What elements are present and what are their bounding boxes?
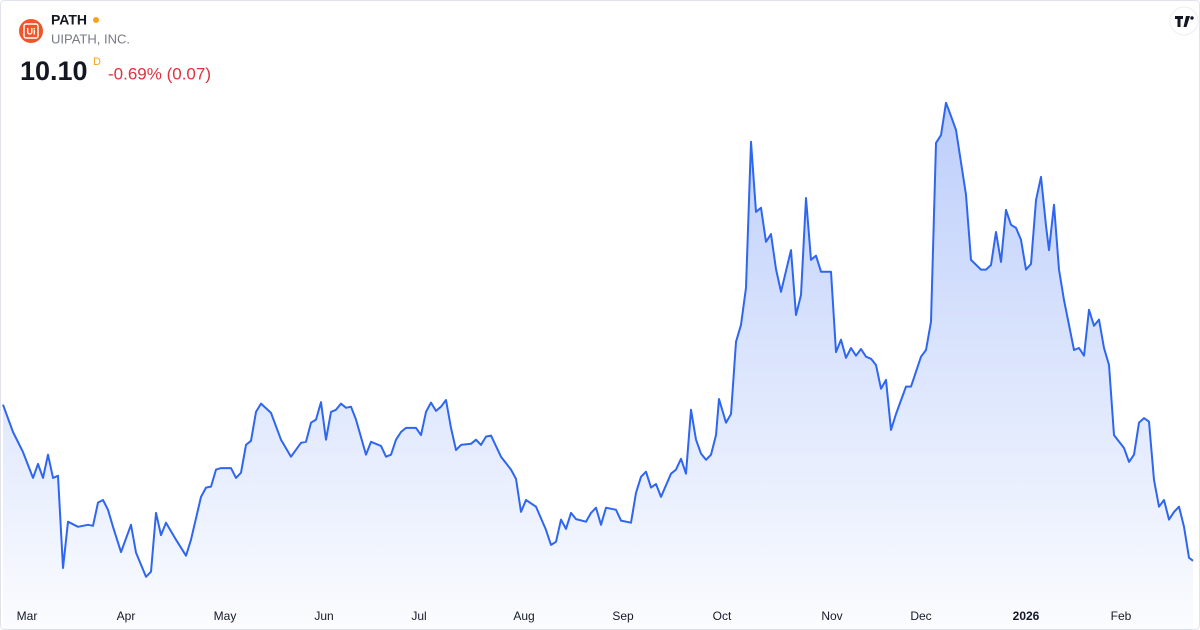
interval: D [93,56,101,68]
company: UIPATH, INC. [51,31,130,46]
price-line [2,101,1194,578]
change: -0.69% (0.07) [108,64,211,83]
logo-text: Ui [27,26,36,36]
status-dot [93,17,99,23]
logo-frame [23,23,39,39]
plot-area: MarAprMayJunJulAugSepOctNovDec2026Feb [2,101,1194,630]
symbol: PATH [51,12,87,28]
area-fill [3,102,1193,630]
tv-logo [1169,6,1199,36]
price: 10.10 [20,56,88,86]
